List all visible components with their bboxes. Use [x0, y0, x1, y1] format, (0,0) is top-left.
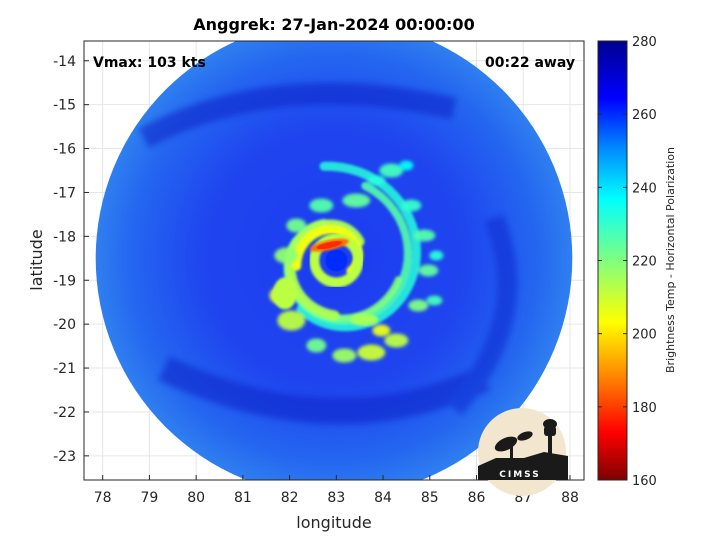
colorbar-ticks: 160 180 200 220 240 260 280 [598, 35, 657, 489]
y-tick-label: -17 [53, 185, 76, 201]
cimss-logo: CIMSS [478, 408, 568, 496]
x-tick-label: 82 [281, 490, 299, 506]
chart-title: Anggrek: 27-Jan-2024 00:00:00 [193, 15, 474, 34]
y-tick-label: -19 [53, 273, 76, 289]
colorbar-tick-label: 200 [632, 328, 657, 343]
colorbar [597, 40, 628, 481]
eyewall-cold-core [316, 241, 343, 250]
x-tick-label: 78 [94, 490, 112, 506]
colorbar-label: Brightness Temp - Horizontal Polarizatio… [664, 147, 677, 373]
colorbar-tick-label: 280 [632, 35, 657, 50]
x-tick-label: 83 [327, 490, 345, 506]
x-tick-label: 80 [187, 490, 205, 506]
colorbar-tick-label: 220 [632, 255, 657, 270]
y-tick-label: -14 [53, 54, 76, 70]
vmax-annotation: Vmax: 103 kts [93, 55, 206, 71]
axes-frame [83, 40, 585, 481]
x-tick-label: 79 [141, 490, 159, 506]
y-axis: -14 -15 -16 -17 -18 -19 -20 -21 -22 -23 [53, 54, 89, 465]
microwave-swath [95, 41, 573, 480]
cimss-logo-text: CIMSS [499, 470, 540, 480]
colorbar-tick-label: 240 [632, 181, 657, 196]
y-tick-label: -20 [53, 317, 76, 333]
y-tick-label: -21 [53, 361, 76, 377]
x-tick-label: 88 [561, 490, 579, 506]
x-tick-label: 86 [468, 490, 486, 506]
x-tick-label: 84 [374, 490, 392, 506]
outer-bands [138, 82, 518, 424]
eye [325, 249, 348, 272]
x-tick-label: 81 [234, 490, 252, 506]
colorbar-tick-label: 160 [632, 474, 657, 489]
y-tick-label: -18 [53, 229, 76, 245]
y-tick-label: -23 [53, 449, 76, 465]
colorbar-tick-label: 180 [632, 401, 657, 416]
inner-rainband-west [272, 277, 297, 310]
y-tick-label: -16 [53, 142, 76, 158]
colorbar-tick-label: 260 [632, 108, 657, 123]
y-tick-label: -22 [53, 405, 76, 421]
x-tick-label: 85 [421, 490, 439, 506]
y-tick-label: -15 [53, 98, 76, 114]
rainband-south [350, 313, 379, 326]
x-axis: 78 79 80 81 82 83 84 85 86 87 88 [94, 475, 579, 506]
x-axis-label: longitude [296, 513, 371, 532]
eyewall [272, 233, 379, 326]
y-axis-label: latitude [27, 229, 46, 290]
time-away-annotation: 00:22 away [485, 55, 575, 71]
